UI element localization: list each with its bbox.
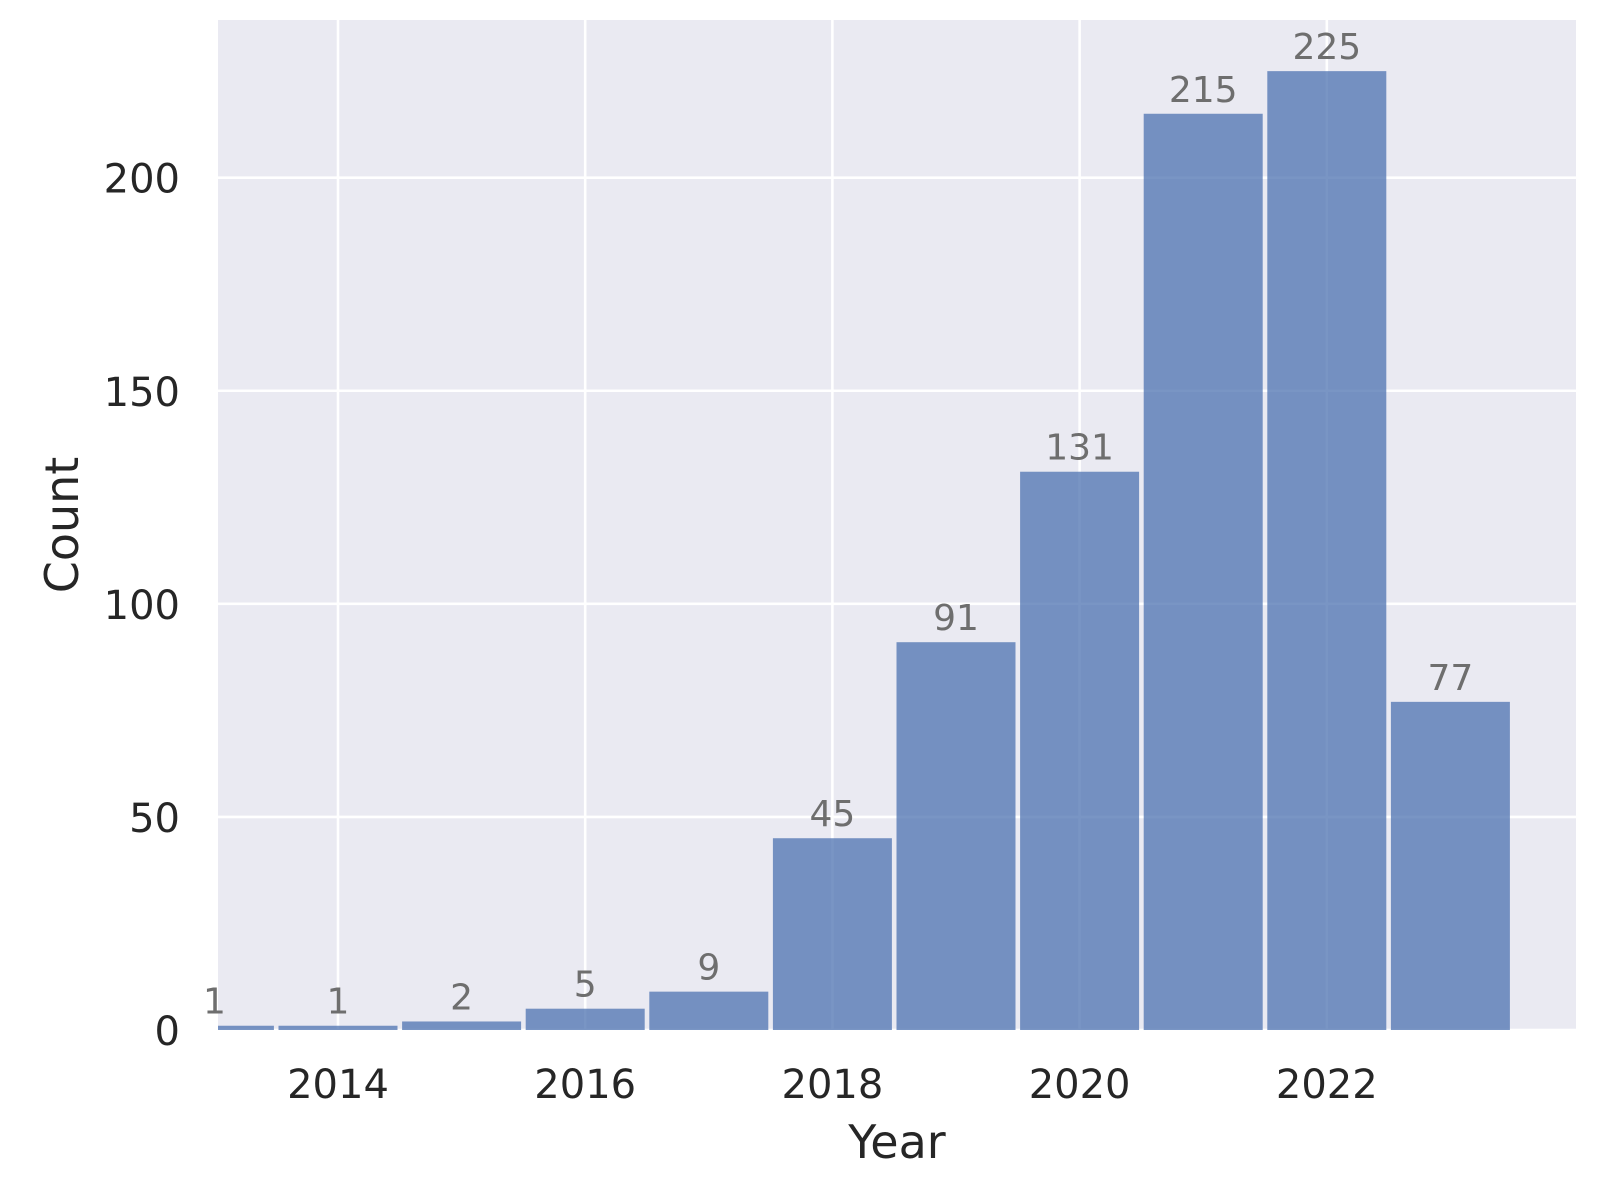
bar-value-label-2016: 5 [574, 965, 597, 1006]
bar-2018 [772, 838, 892, 1030]
bar-value-label-2021: 215 [1169, 70, 1238, 111]
bar-2016 [525, 1008, 645, 1030]
y-tick-label-200: 200 [104, 157, 180, 203]
bar-value-label-2015: 2 [450, 977, 473, 1018]
x-tick-label-2020: 2020 [1029, 1062, 1131, 1108]
bar-value-label-2022: 225 [1292, 27, 1361, 68]
x-tick-label-2016: 2016 [534, 1062, 636, 1108]
bar-value-label-2017: 9 [697, 948, 720, 989]
bar-value-labels: 1 1 2 5 9 45 91 131 215 225 77 [203, 27, 1473, 1023]
bar-value-label-2020: 131 [1045, 428, 1114, 469]
y-axis-label: Count [35, 457, 89, 594]
bars-group [218, 71, 1510, 1030]
bar-2013 [218, 1025, 274, 1030]
x-tick-label-2022: 2022 [1276, 1062, 1378, 1108]
bar-value-label-2023: 77 [1427, 658, 1473, 699]
y-tick-label-0: 0 [155, 1009, 180, 1055]
bar-2019 [896, 642, 1016, 1030]
bar-2015 [402, 1021, 522, 1030]
bar-2014 [278, 1025, 398, 1030]
x-tick-label-2014: 2014 [287, 1062, 389, 1108]
y-tick-labels: 0 50 100 150 200 [104, 157, 180, 1055]
bar-value-label-2018: 45 [809, 794, 855, 835]
bar-2023 [1390, 701, 1510, 1030]
x-tick-label-2018: 2018 [782, 1062, 884, 1108]
bar-2022 [1267, 71, 1387, 1030]
bar-value-label-2013: 1 [203, 982, 226, 1023]
bar-value-label-2019: 91 [933, 598, 979, 639]
y-tick-label-150: 150 [104, 370, 180, 416]
bar-2017 [649, 991, 769, 1030]
bar-2021 [1143, 113, 1263, 1030]
bar-value-label-2014: 1 [327, 982, 350, 1023]
x-axis-label: Year [847, 1115, 945, 1169]
y-tick-label-100: 100 [104, 583, 180, 629]
bar-2020 [1020, 471, 1140, 1030]
y-tick-label-50: 50 [129, 796, 180, 842]
x-tick-labels: 2014 2016 2018 2020 2022 [287, 1062, 1378, 1108]
